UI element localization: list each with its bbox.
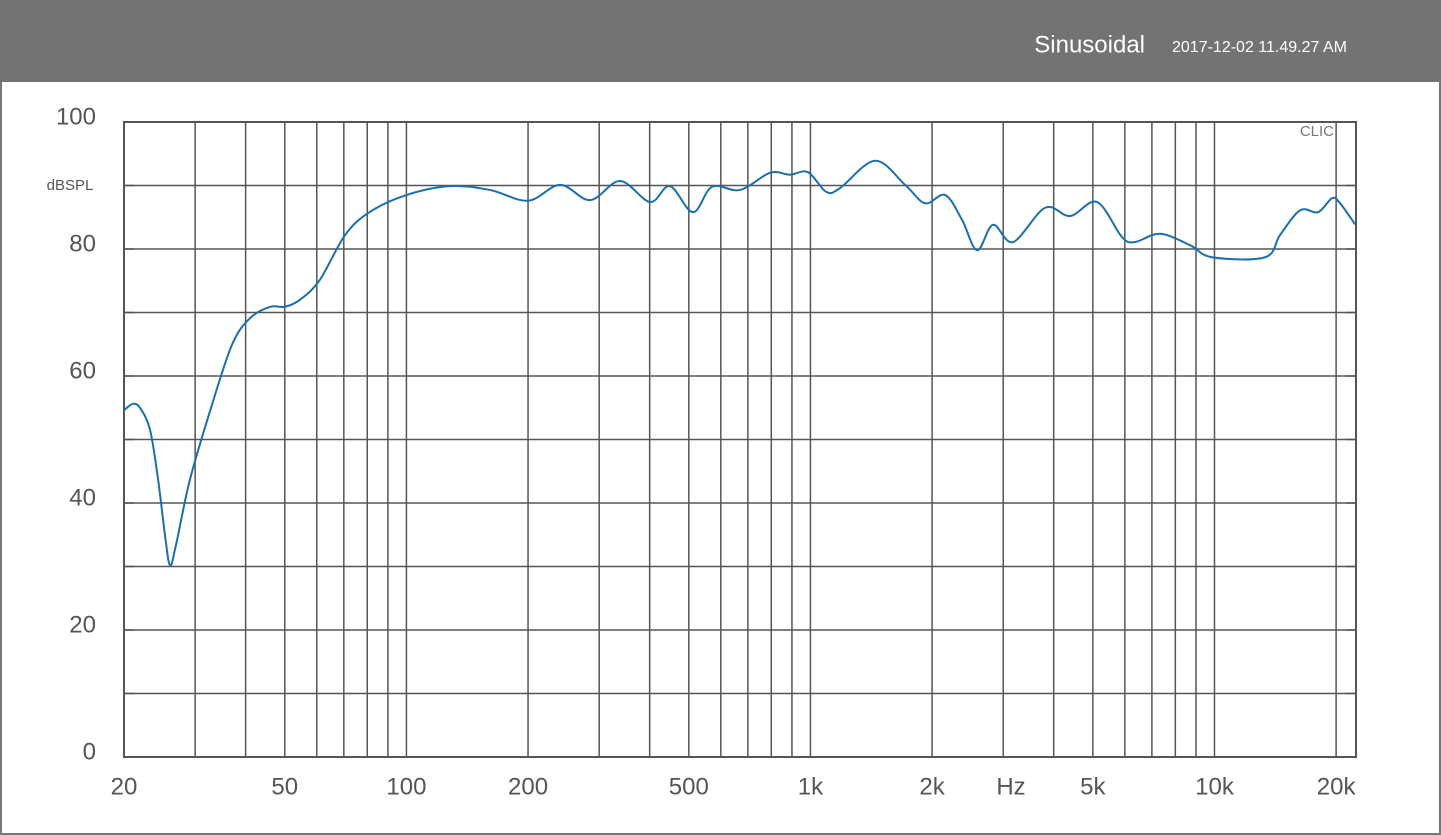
plot-border xyxy=(123,121,1357,758)
x-tick-label: 20k xyxy=(1317,773,1357,800)
x-axis-label: Hz xyxy=(996,773,1025,800)
response-line xyxy=(123,159,1356,567)
x-tick-label: 50 xyxy=(271,773,298,800)
y-axis-label: dBSPL xyxy=(47,177,94,194)
x-tick-label: 2k xyxy=(919,773,945,800)
x-tick-label: 500 xyxy=(669,773,709,800)
x-tick-label: 5k xyxy=(1080,773,1106,800)
x-tick-label: 200 xyxy=(508,773,548,800)
x-tick-label: 1k xyxy=(798,773,824,800)
header-title: Sinusoidal xyxy=(1034,31,1145,58)
x-tick-label: 20 xyxy=(111,773,138,800)
header-timestamp: 2017-12-02 11.49.27 AM xyxy=(1172,39,1347,56)
y-tick-label: 80 xyxy=(69,230,96,257)
y-tick-label: 0 xyxy=(83,738,96,765)
header-bar xyxy=(0,0,1441,82)
x-tick-label: 10k xyxy=(1195,773,1235,800)
y-tick-label: 100 xyxy=(56,103,96,130)
y-tick-label: 20 xyxy=(69,611,96,638)
y-tick-label: 60 xyxy=(69,357,96,384)
x-tick-label: 100 xyxy=(386,773,426,800)
watermark: CLIC xyxy=(1300,123,1334,140)
y-tick-label: 40 xyxy=(69,484,96,511)
